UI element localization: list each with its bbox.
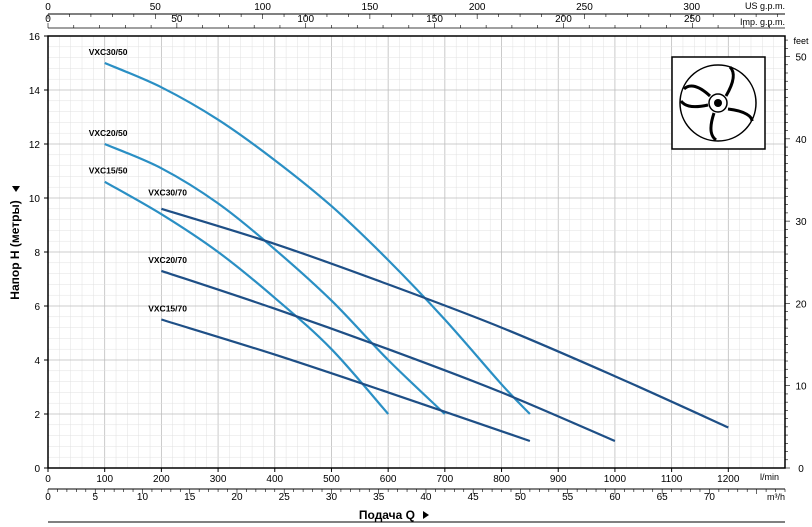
x-tick-label: 700	[437, 474, 454, 485]
y-tick-label: 8	[34, 248, 40, 259]
x-tick-label: 400	[266, 474, 283, 485]
m3h-tick-label: 50	[515, 492, 527, 503]
x-tick-label: 1000	[604, 474, 627, 485]
x-tick-label: 1200	[717, 474, 740, 485]
impeller-icon	[679, 64, 757, 142]
imp-gpm-unit-label: Imp. g.p.m.	[740, 17, 785, 27]
m3h-tick-label: 55	[562, 492, 574, 503]
m3h-tick-label: 30	[326, 492, 338, 503]
us-gpm-unit-label: US g.p.m.	[745, 1, 785, 11]
x-tick-label: 300	[210, 474, 227, 485]
y-tick-label: 14	[29, 86, 41, 97]
us-gpm-tick-label: 200	[469, 2, 486, 13]
y-axis-label: Напор H (метры)	[8, 200, 22, 299]
series-label: VXC15/70	[148, 303, 187, 313]
feet-tick-label: 50	[795, 53, 807, 64]
x-tick-label: 900	[550, 474, 567, 485]
y-tick-label: 10	[29, 194, 41, 205]
impeller-inset	[671, 56, 766, 150]
feet-tick-label: 40	[795, 135, 807, 146]
series-label: VXC15/50	[89, 166, 128, 176]
x-tick-label: 100	[96, 474, 113, 485]
y-tick-label: 2	[34, 410, 40, 421]
x-tick-label: 200	[153, 474, 170, 485]
imp-gpm-tick-label: 250	[684, 14, 701, 25]
x-axis-arrow-icon	[423, 511, 429, 519]
series-line-vxc30-70	[161, 207, 729, 429]
feet-tick-label: 10	[795, 382, 807, 393]
y-axis-arrow-icon	[12, 186, 20, 192]
m3h-tick-label: 5	[92, 492, 98, 503]
y-tick-label: 0	[34, 464, 40, 475]
x-tick-label: 1100	[661, 474, 683, 485]
imp-gpm-tick-label: 150	[426, 14, 443, 25]
series-label: VXC30/50	[89, 47, 128, 57]
y-tick-label: 6	[34, 302, 40, 313]
m3h-tick-label: 20	[231, 492, 243, 503]
series-labels: VXC30/50 VXC20/50 VXC15/50 VXC30/70 VXC20/70…	[89, 47, 188, 313]
us-gpm-tick-label: 300	[683, 2, 700, 13]
us-gpm-tick-label: 0	[45, 2, 51, 13]
x-unit-label: l/min	[760, 472, 779, 482]
y-tick-label: 12	[29, 140, 41, 151]
series-line-vxc15-50	[104, 180, 390, 415]
m3h-unit-label: m³/h	[767, 492, 785, 502]
imp-gpm-tick-label: 0	[45, 14, 51, 25]
x-axis-label: Подача Q	[359, 508, 415, 522]
series-label: VXC20/50	[89, 128, 128, 138]
m3h-tick-label: 35	[373, 492, 385, 503]
m3h-tick-label: 15	[184, 492, 196, 503]
m3h-tick-label: 40	[420, 492, 432, 503]
series-line-vxc20-70	[161, 269, 616, 443]
x-tick-label: 800	[493, 474, 510, 485]
m3h-tick-label: 70	[704, 492, 716, 503]
m3h-tick-label: 65	[657, 492, 669, 503]
feet-tick-label: 0	[798, 464, 804, 475]
feet-tick-label: 30	[795, 217, 807, 228]
series-lines	[104, 61, 729, 443]
us-gpm-tick-label: 100	[254, 2, 271, 13]
x-tick-label: 600	[380, 474, 397, 485]
m3h-tick-label: 60	[609, 492, 621, 503]
us-gpm-tick-label: 250	[576, 2, 593, 13]
m3h-tick-label: 25	[279, 492, 291, 503]
imp-gpm-tick-label: 50	[171, 14, 183, 25]
series-label: VXC20/70	[148, 255, 187, 265]
series-line-vxc30-50	[104, 61, 531, 415]
series-line-vxc15-70	[161, 318, 531, 443]
us-gpm-tick-label: 50	[150, 2, 162, 13]
series-line-vxc20-50	[104, 142, 446, 415]
tick-labels: 0 100 200 300 400 500 600 700 800 900 1000 1100 1200…	[29, 1, 809, 503]
y-tick-label: 4	[34, 356, 40, 367]
m3h-tick-label: 45	[468, 492, 480, 503]
series-label: VXC30/70	[148, 187, 187, 197]
y-tick-label: 16	[29, 32, 41, 43]
plot-frame	[44, 13, 790, 494]
m3h-tick-label: 0	[45, 492, 51, 503]
imp-gpm-tick-label: 200	[555, 14, 572, 25]
x-tick-label: 0	[45, 474, 51, 485]
us-gpm-tick-label: 150	[362, 2, 379, 13]
imp-gpm-tick-label: 100	[297, 14, 314, 25]
feet-tick-label: 20	[795, 299, 807, 310]
x-tick-label: 500	[323, 474, 340, 485]
feet-unit-label: feet	[793, 36, 809, 46]
m3h-tick-label: 10	[137, 492, 149, 503]
